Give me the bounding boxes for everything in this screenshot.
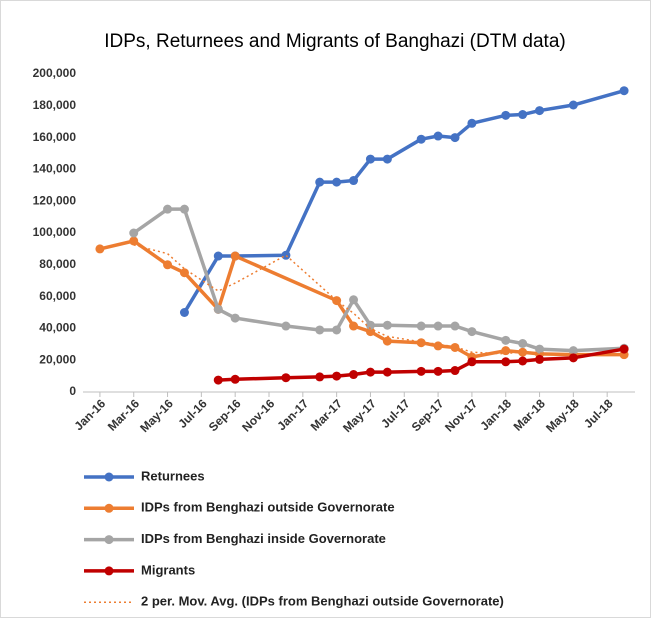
y-tick-label: 20,000 bbox=[39, 352, 76, 366]
marker bbox=[230, 313, 240, 323]
marker bbox=[518, 356, 528, 366]
marker bbox=[501, 346, 511, 356]
marker bbox=[349, 370, 359, 380]
legend-marker bbox=[104, 472, 114, 482]
marker bbox=[129, 236, 139, 246]
marker bbox=[230, 374, 240, 384]
marker bbox=[281, 250, 291, 260]
y-tick-label: 200,000 bbox=[33, 66, 77, 80]
marker bbox=[332, 296, 342, 306]
marker bbox=[332, 325, 342, 335]
marker bbox=[95, 244, 105, 254]
y-tick-label: 100,000 bbox=[33, 225, 77, 239]
marker bbox=[619, 344, 629, 354]
marker bbox=[535, 106, 545, 116]
marker bbox=[518, 110, 528, 120]
marker bbox=[332, 371, 342, 381]
marker bbox=[365, 327, 375, 337]
marker bbox=[332, 177, 342, 187]
y-tick-label: 80,000 bbox=[39, 257, 76, 271]
marker bbox=[501, 110, 511, 120]
marker bbox=[365, 154, 375, 164]
legend-label: 2 per. Mov. Avg. (IDPs from Benghazi out… bbox=[141, 594, 504, 609]
marker bbox=[433, 131, 443, 141]
marker bbox=[416, 134, 426, 144]
marker bbox=[213, 304, 223, 314]
legend-marker bbox=[104, 566, 114, 576]
marker bbox=[179, 204, 189, 214]
marker bbox=[163, 260, 173, 270]
y-tick-label: 160,000 bbox=[33, 130, 77, 144]
y-tick-label: 120,000 bbox=[33, 193, 77, 207]
legend-marker bbox=[104, 503, 114, 513]
legend-marker bbox=[104, 535, 114, 545]
marker bbox=[349, 295, 359, 305]
marker bbox=[365, 320, 375, 330]
marker bbox=[467, 357, 477, 367]
marker bbox=[315, 325, 325, 335]
legend-label: Returnees bbox=[141, 468, 205, 483]
marker bbox=[129, 228, 139, 238]
marker bbox=[433, 321, 443, 331]
marker bbox=[535, 344, 545, 354]
marker bbox=[382, 154, 392, 164]
marker bbox=[450, 133, 460, 143]
y-tick-label: 180,000 bbox=[33, 98, 77, 112]
marker bbox=[382, 367, 392, 377]
marker bbox=[179, 308, 189, 317]
legend-label: IDPs from Benghazi outside Governorate bbox=[141, 500, 395, 515]
marker bbox=[163, 204, 173, 214]
marker bbox=[433, 366, 443, 376]
marker bbox=[281, 321, 291, 331]
marker bbox=[365, 367, 375, 377]
marker bbox=[568, 100, 578, 110]
marker bbox=[450, 342, 460, 352]
marker bbox=[349, 321, 359, 331]
marker bbox=[382, 320, 392, 330]
y-tick-label: 40,000 bbox=[39, 321, 76, 335]
marker bbox=[535, 354, 545, 364]
marker bbox=[416, 338, 426, 348]
marker bbox=[619, 86, 629, 96]
marker bbox=[568, 346, 578, 356]
trend-line bbox=[133, 244, 625, 356]
marker bbox=[433, 341, 443, 351]
marker bbox=[315, 372, 325, 382]
marker bbox=[349, 176, 359, 186]
marker bbox=[518, 347, 528, 357]
y-tick-label: 0 bbox=[69, 384, 76, 398]
marker bbox=[501, 357, 511, 367]
marker bbox=[416, 321, 426, 331]
legend-label: Migrants bbox=[141, 562, 195, 577]
marker bbox=[213, 251, 223, 261]
legend-label: IDPs from Benghazi inside Governorate bbox=[141, 531, 386, 546]
marker bbox=[213, 375, 223, 385]
marker bbox=[315, 177, 325, 187]
marker bbox=[416, 366, 426, 376]
marker bbox=[450, 366, 460, 376]
marker bbox=[450, 321, 460, 331]
marker bbox=[281, 373, 291, 383]
marker bbox=[179, 268, 189, 278]
marker bbox=[467, 327, 477, 337]
marker bbox=[568, 353, 578, 363]
y-tick-label: 140,000 bbox=[33, 162, 77, 176]
marker bbox=[382, 336, 392, 346]
y-tick-label: 60,000 bbox=[39, 289, 76, 303]
marker bbox=[230, 251, 240, 261]
chart-title: IDPs, Returnees and Migrants of Banghazi… bbox=[104, 31, 565, 52]
marker bbox=[501, 335, 511, 345]
marker bbox=[518, 339, 528, 349]
marker bbox=[467, 118, 477, 128]
